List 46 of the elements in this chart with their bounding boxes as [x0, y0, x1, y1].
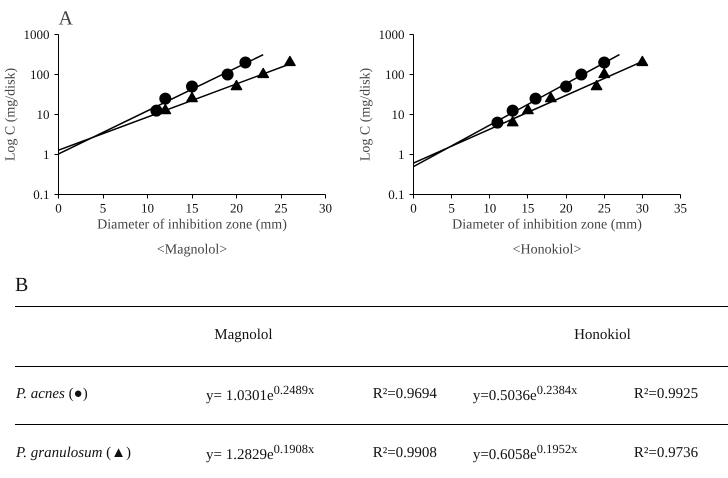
y-tick-label: 1: [398, 147, 404, 162]
text: <Honokiol>: [512, 242, 582, 258]
y-tick-label: 1000: [24, 27, 50, 42]
text: P. acnes (●): [15, 385, 89, 404]
y-tick-label: 0.1: [33, 187, 50, 202]
y-tick-label: 100: [385, 67, 404, 82]
x-tick-label: 10: [483, 200, 496, 216]
text: R²=0.9908: [372, 444, 438, 463]
x-tick-label: 20: [560, 200, 573, 216]
y-axis-title: Log C (mg/disk): [4, 67, 18, 162]
y-tick-label: 10: [36, 107, 50, 122]
x-tick-label: 15: [521, 200, 534, 216]
y-tick-label: 1000: [378, 27, 404, 42]
x-tick-label: 35: [674, 200, 687, 216]
x-axis-title: Diameter of inhibition zone (mm): [452, 218, 642, 232]
text: R²=0.9736: [632, 444, 700, 463]
x-tick-label: 30: [319, 200, 332, 216]
text: R²=0.9925: [632, 385, 700, 404]
x-tick-label: 20: [230, 200, 243, 216]
x-tick-label: 10: [141, 200, 154, 216]
x-tick-label: 15: [186, 200, 198, 216]
text: y= 1.2829e$^{0.1908x}$: [205, 440, 316, 465]
x-tick-label: 25: [274, 200, 288, 216]
x-tick-label: 5: [100, 200, 106, 216]
text: y=0.5036e$^{0.2384x}$: [472, 382, 578, 406]
text: Honokiol: [573, 326, 632, 346]
y-tick-label: 100: [30, 67, 50, 82]
text: R²=0.9694: [372, 385, 438, 404]
y-axis-title: Log C (mg/disk): [358, 67, 374, 162]
text: Magnolol: [213, 326, 274, 346]
chart-title: A: [58, 8, 74, 30]
x-tick-label: 5: [448, 200, 455, 216]
text: B: [15, 273, 30, 298]
text: <Magnolol>: [156, 242, 228, 258]
text: y=0.6058e$^{0.1952x}$: [472, 440, 578, 465]
y-tick-label: 0.1: [388, 187, 404, 202]
x-tick-label: 0: [55, 200, 62, 216]
text: y= 1.0301e$^{0.2489x}$: [205, 382, 316, 406]
x-tick-label: 0: [410, 200, 417, 216]
y-tick-label: 1: [43, 147, 50, 162]
x-tick-label: 25: [598, 200, 611, 216]
point: [506, 116, 519, 126]
y-tick-label: 10: [392, 107, 404, 122]
x-tick-label: 30: [636, 200, 649, 216]
text: P. granulosum (▲): [15, 444, 132, 463]
x-axis-title: Diameter of inhibition zone (mm): [97, 218, 288, 232]
